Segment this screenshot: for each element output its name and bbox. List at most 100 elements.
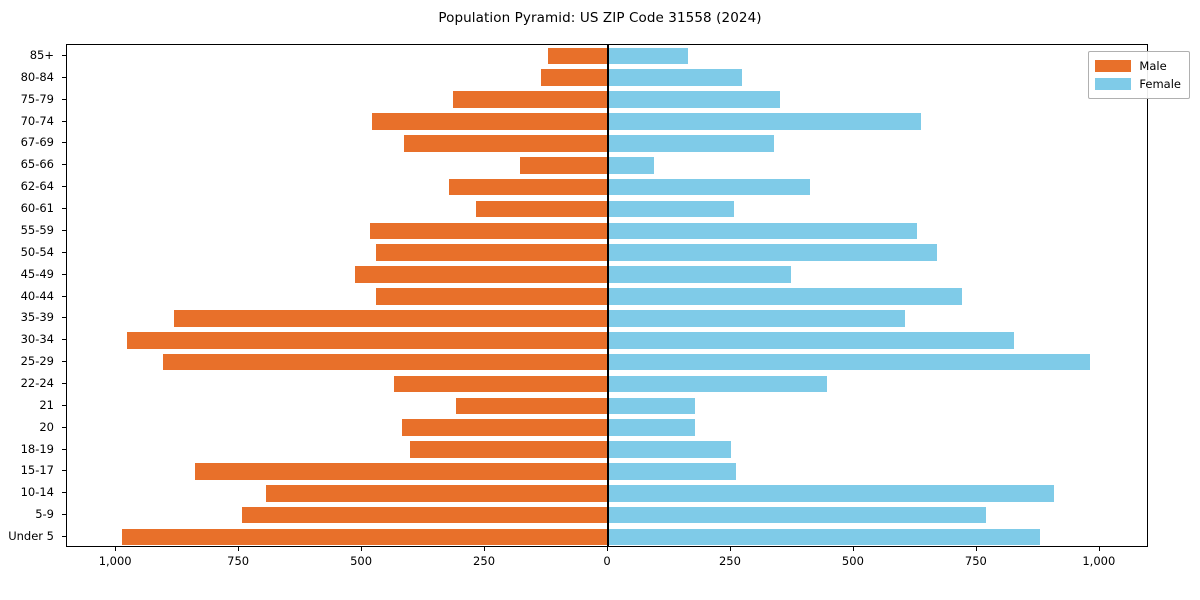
x-axis-tick-label: 250 [473, 554, 496, 568]
y-axis-labels: 85+ 80-84 75-79 70-74 67-69 65-66 62-64 60-61 55… [0, 44, 66, 547]
plot-area [66, 44, 1148, 547]
bar-male-65-66 [520, 156, 608, 174]
legend-item-female[interactable]: Female [1095, 75, 1181, 93]
bar-row [67, 156, 1147, 174]
y-axis-tick-label: Under 5 [8, 529, 54, 544]
y-axis-tick-mark [62, 492, 66, 494]
bar-row [67, 113, 1147, 130]
y-axis-tick-label: 21 [39, 397, 54, 412]
bar-row [67, 310, 1147, 327]
y-axis-tick-mark [62, 54, 66, 56]
bar-female-5-9 [608, 506, 986, 524]
y-axis-tick-mark [62, 76, 66, 78]
y-axis-tick-mark [62, 186, 66, 188]
y-axis-tick-label: 40-44 [20, 288, 54, 303]
x-axis-tick-label: 500 [350, 554, 373, 568]
chart-title: Population Pyramid: US ZIP Code 31558 (2… [438, 10, 762, 26]
y-axis-tick-mark [62, 229, 66, 231]
y-axis-tick-mark [62, 382, 66, 384]
y-axis-tick-label: 60-61 [20, 201, 54, 216]
y-axis-tick-mark [62, 295, 66, 297]
bar-male-under-5 [122, 528, 608, 546]
bar-row [67, 419, 1147, 437]
y-axis-tick-mark [62, 273, 66, 275]
y-axis-tick-label: 35-39 [20, 310, 54, 325]
bar-row [67, 47, 1147, 65]
bar-female-65-66 [608, 156, 654, 174]
y-axis-tick-mark [62, 536, 66, 538]
bar-row [67, 506, 1147, 524]
bar-row [67, 397, 1147, 415]
bar-female-25-29 [608, 353, 1091, 371]
bar-male-20 [401, 419, 608, 437]
bar-male-22-24 [394, 375, 608, 393]
y-axis-tick-label: 50-54 [20, 244, 54, 259]
bar-row [67, 331, 1147, 349]
bar-female-80-84 [608, 69, 742, 87]
bar-female-18-19 [608, 441, 732, 458]
x-axis-tick-mark [1098, 547, 1100, 551]
x-axis-tick-label: 750 [964, 554, 987, 568]
bar-row [67, 441, 1147, 458]
bar-male-67-69 [403, 135, 608, 152]
y-axis-tick-label: 22-24 [20, 375, 54, 390]
bar-row [67, 244, 1147, 262]
bar-female-22-24 [608, 375, 828, 393]
bar-female-21 [608, 397, 695, 415]
x-axis-tick-mark [729, 547, 731, 551]
x-axis-tick-mark [361, 547, 363, 551]
y-axis-tick-label: 20 [39, 419, 54, 434]
x-axis-tick-label: 1,000 [98, 554, 132, 568]
y-axis-tick-mark [62, 448, 66, 450]
legend-label-male: Male [1139, 59, 1167, 73]
bar-row [67, 200, 1147, 218]
bar-row [67, 135, 1147, 152]
bar-male-62-64 [448, 178, 608, 196]
y-axis-tick-label: 25-29 [20, 354, 54, 369]
bars-layer [67, 45, 1147, 546]
bar-male-45-49 [355, 266, 608, 283]
y-axis-tick-label: 67-69 [20, 135, 54, 150]
bar-male-50-54 [376, 244, 608, 262]
y-axis-tick-mark [62, 142, 66, 144]
y-axis-tick-label: 18-19 [20, 441, 54, 456]
y-axis-tick-label: 45-49 [20, 266, 54, 281]
y-axis-tick-label: 5-9 [35, 507, 54, 522]
y-axis-tick-mark [62, 426, 66, 428]
bar-row [67, 528, 1147, 546]
bar-row [67, 485, 1147, 502]
bar-row [67, 266, 1147, 283]
bar-female-under-5 [608, 528, 1040, 546]
x-axis-tick-mark [975, 547, 977, 551]
bar-row [67, 69, 1147, 87]
bar-female-45-49 [608, 266, 791, 283]
bar-female-60-61 [608, 200, 735, 218]
bar-row [67, 288, 1147, 305]
y-axis-tick-mark [62, 98, 66, 100]
bar-male-15-17 [195, 463, 608, 480]
bar-male-35-39 [173, 310, 608, 327]
y-axis-tick-label: 65-66 [20, 157, 54, 172]
bar-female-50-54 [608, 244, 937, 262]
bar-female-35-39 [608, 310, 906, 327]
y-axis-tick-label: 30-34 [20, 332, 54, 347]
legend-swatch-male [1095, 60, 1132, 72]
x-axis: 1,000 750 500 250 0 250 500 750 1,000 [66, 547, 1148, 587]
bar-male-80-84 [540, 69, 608, 87]
y-axis-tick-label: 80-84 [20, 69, 54, 84]
x-axis-tick-label: 0 [603, 554, 611, 568]
chart-legend[interactable]: Male Female [1088, 51, 1190, 99]
bar-male-10-14 [266, 485, 608, 502]
bar-row [67, 353, 1147, 371]
bar-row [67, 463, 1147, 480]
bar-male-40-44 [376, 288, 608, 305]
legend-item-male[interactable]: Male [1095, 57, 1181, 75]
bar-row [67, 222, 1147, 240]
bar-female-62-64 [608, 178, 811, 196]
y-axis-tick-mark [62, 514, 66, 516]
legend-swatch-female [1095, 78, 1132, 90]
y-axis-tick-label: 15-17 [20, 463, 54, 478]
bar-female-55-59 [608, 222, 917, 240]
bar-female-15-17 [608, 463, 736, 480]
